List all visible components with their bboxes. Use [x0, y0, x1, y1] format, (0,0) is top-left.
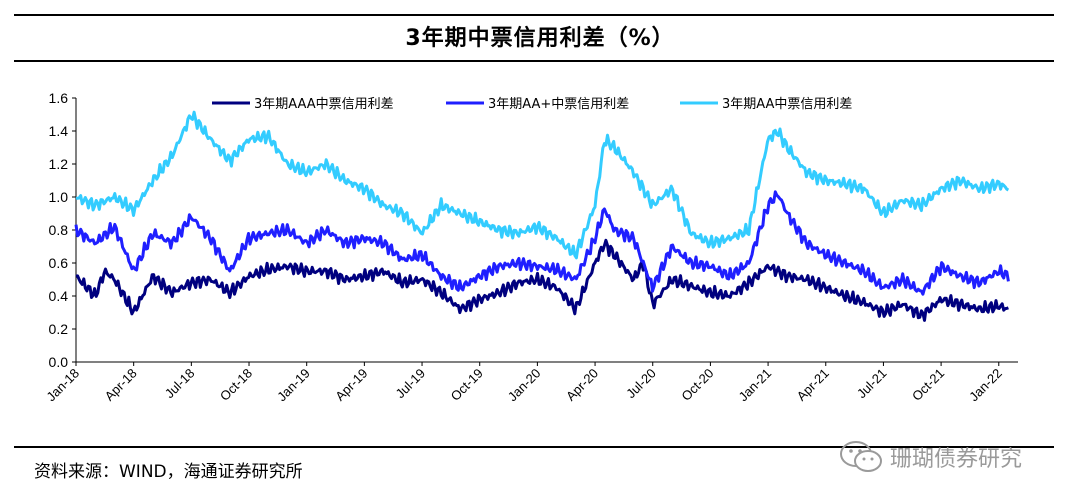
chart-title: 3年期中票信用利差（%） — [405, 26, 675, 51]
x-tick-label: Jan-18 — [43, 366, 82, 405]
x-tick-label: Jul-20 — [623, 366, 659, 402]
y-tick-label: 0.8 — [49, 222, 69, 238]
y-tick-label: 0.4 — [49, 288, 69, 304]
x-tick-label: Apr-21 — [794, 366, 832, 404]
x-tick-label: Apr-20 — [563, 366, 601, 404]
x-tick-label: Oct-21 — [909, 366, 947, 404]
source-note: 资料来源：WIND，海通证券研究所 — [34, 462, 303, 482]
watermark: 珊瑚债券研究 — [838, 440, 1022, 474]
wechat-icon — [840, 441, 882, 472]
x-tick-label: Jan-19 — [274, 366, 313, 405]
y-tick-label: 0.0 — [49, 354, 69, 370]
x-tick-label: Apr-19 — [332, 366, 370, 404]
top-rule — [14, 14, 1054, 16]
y-tick-label: 1.6 — [49, 90, 69, 106]
line-chart: 0.0 0.2 0.4 0.6 0.8 1.0 1.2 1.4 1.6 Jan-18 Apr-18 J… — [43, 90, 1018, 405]
title-rule — [14, 60, 1054, 62]
x-tick-label: Jul-21 — [854, 366, 890, 402]
y-tick-label: 1.0 — [49, 189, 69, 205]
x-tick-label: Oct-18 — [217, 366, 255, 404]
x-tick-label: Oct-19 — [448, 366, 486, 404]
series-line — [75, 110, 1010, 260]
x-tick-label: Jul-18 — [162, 366, 198, 402]
series-line — [74, 190, 1010, 296]
watermark-text: 珊瑚债券研究 — [890, 447, 1023, 472]
legend-label: 3年期AA+中票信用利差 — [488, 97, 629, 112]
y-tick-label: 0.6 — [49, 255, 69, 271]
legend-label: 3年期AA中票信用利差 — [722, 97, 852, 112]
y-tick-label: 1.2 — [49, 156, 69, 172]
x-tick-label: Jan-20 — [505, 366, 544, 405]
y-tick-label: 1.4 — [49, 123, 69, 139]
bottom-rule — [14, 446, 1054, 448]
x-tick-label: Jan-21 — [735, 366, 774, 405]
x-tick-label: Oct-20 — [678, 366, 716, 404]
y-tick-label: 0.2 — [49, 321, 69, 337]
series-line — [75, 238, 1009, 322]
x-tick-label: Apr-18 — [102, 366, 140, 404]
legend-label: 3年期AAA中票信用利差 — [254, 97, 394, 112]
x-tick-label: Jul-19 — [393, 366, 429, 402]
x-tick-label: Jan-22 — [966, 366, 1005, 405]
